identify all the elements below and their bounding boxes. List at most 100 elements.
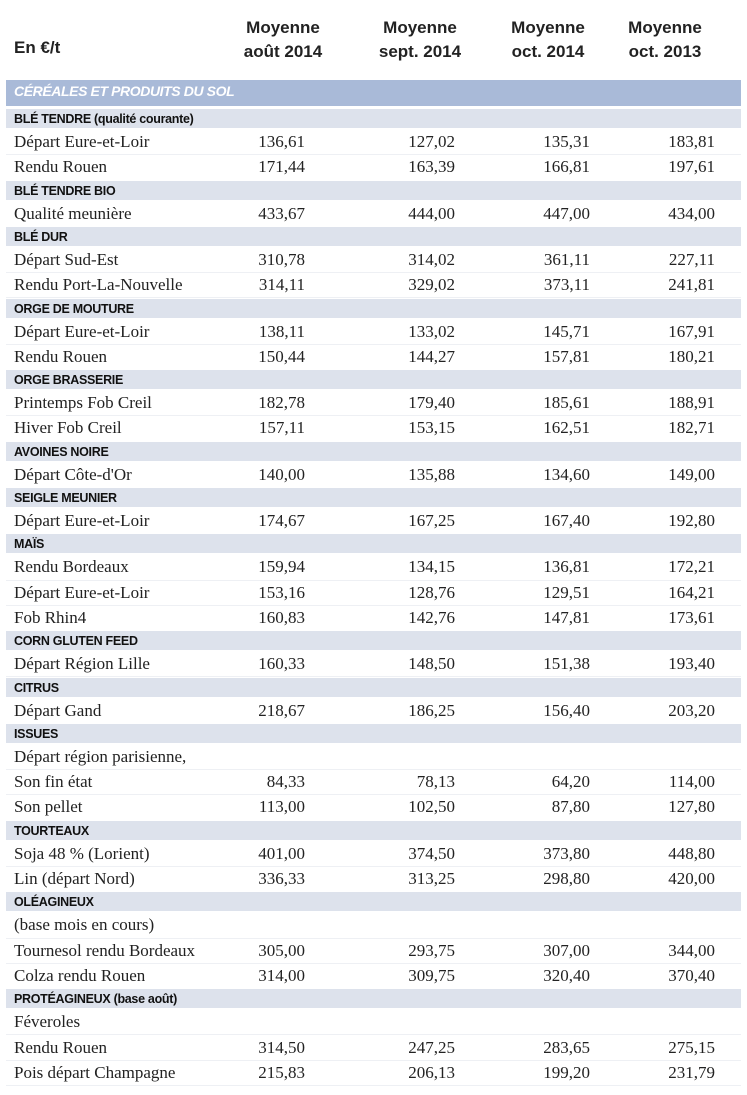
value-cell: 434,00 — [668, 203, 715, 223]
value-cell: 163,39 — [408, 157, 455, 177]
group-header: ORGE DE MOUTURE — [6, 297, 741, 318]
value-cell: 167,40 — [543, 511, 590, 530]
column-header: août 2014 — [243, 42, 323, 61]
row-line — [6, 769, 741, 796]
group-header: BLÉ TENDRE (qualité courante) — [6, 108, 741, 128]
group-header: ORGE BRASSERIE — [6, 369, 741, 390]
row-line — [6, 319, 741, 345]
value-cell: 150,44 — [258, 346, 305, 366]
row-label: Départ Eure-et-Loir — [14, 582, 150, 602]
value-cell: 160,33 — [258, 654, 305, 674]
row-label: Départ région parisienne, — [14, 746, 187, 766]
value-cell: 373,11 — [543, 275, 590, 295]
value-cell: 182,78 — [258, 393, 305, 413]
value-cell: 307,00 — [543, 940, 590, 960]
row-line — [6, 1035, 741, 1061]
value-cell: 156,40 — [543, 700, 590, 720]
value-cell: 227,11 — [668, 249, 715, 269]
group-header: SEIGLE MEUNIER — [6, 487, 741, 507]
row-label: Printemps Fob Creil — [14, 393, 152, 413]
row-label: Fob Rhin4 — [14, 607, 87, 627]
value-cell: 136,61 — [258, 132, 305, 151]
row-line — [6, 938, 741, 964]
value-cell: 87,80 — [551, 797, 590, 817]
value-cell: 174,67 — [258, 511, 305, 530]
row-label: Départ Eure-et-Loir — [14, 321, 150, 341]
group-header: CITRUS — [6, 676, 741, 697]
group-header: BLÉ TENDRE BIO — [6, 179, 741, 200]
column-header: oct. 2013 — [628, 42, 702, 61]
value-cell: 138,11 — [258, 321, 305, 341]
value-cell: 206,13 — [408, 1062, 455, 1082]
value-cell: 102,50 — [408, 797, 455, 817]
value-cell: 135,31 — [543, 132, 590, 151]
value-cell: 159,94 — [258, 557, 305, 577]
column-header: Moyenne — [511, 18, 585, 37]
group-header: TOURTEAUX — [6, 819, 741, 840]
value-cell: 114,00 — [668, 772, 715, 792]
value-cell: 218,67 — [258, 700, 305, 720]
value-cell: 183,81 — [668, 132, 715, 151]
value-cell: 444,00 — [408, 203, 455, 223]
value-cell: 153,16 — [258, 582, 305, 602]
value-cell: 84,33 — [266, 772, 305, 792]
value-cell: 448,80 — [668, 843, 715, 863]
row-label: Soja 48 % (Lorient) — [14, 843, 150, 863]
value-cell: 162,51 — [543, 418, 590, 438]
value-cell: 310,78 — [258, 249, 305, 269]
group-header: ISSUES — [6, 722, 741, 743]
value-cell: 64,20 — [551, 772, 590, 792]
value-cell: 173,61 — [668, 607, 715, 627]
value-cell: 193,40 — [668, 654, 715, 674]
value-cell: 179,40 — [408, 393, 455, 413]
value-cell: 144,27 — [408, 346, 455, 366]
value-cell: 180,21 — [668, 346, 715, 366]
row-line — [6, 554, 741, 581]
value-cell: 113,00 — [258, 797, 305, 817]
value-cell: 305,00 — [258, 940, 305, 960]
group-header: PROTÉAGINEUX (base août) — [6, 988, 741, 1009]
value-cell: 420,00 — [668, 869, 715, 888]
value-cell: 129,51 — [543, 582, 590, 602]
group-header: OLÉAGINEUX — [6, 891, 741, 912]
row-label: Qualité meunière — [14, 203, 132, 223]
value-cell: 135,88 — [408, 464, 455, 484]
row-label: Féveroles — [14, 1012, 81, 1032]
value-cell: 361,11 — [543, 249, 590, 269]
row-label: Rendu Rouen — [14, 157, 108, 177]
value-cell: 127,02 — [408, 132, 455, 151]
value-cell: 199,20 — [543, 1062, 590, 1082]
value-cell: 134,60 — [543, 464, 590, 484]
value-cell: 313,25 — [408, 869, 455, 888]
value-cell: 203,20 — [668, 700, 715, 720]
value-cell: 185,61 — [543, 393, 590, 413]
unit-label: En €/t — [14, 38, 61, 57]
value-cell: 157,81 — [543, 346, 590, 366]
value-cell: 320,40 — [543, 965, 590, 985]
value-cell: 344,00 — [668, 940, 715, 960]
column-header: Moyenne — [246, 18, 320, 37]
row-label: Colza rendu Rouen — [14, 965, 146, 985]
value-cell: 145,71 — [543, 321, 590, 341]
value-cell: 197,61 — [668, 157, 715, 177]
group-header: AVOINES NOIRE — [6, 440, 741, 461]
value-cell: 433,67 — [258, 203, 305, 223]
row-label: Pois départ Champagne — [14, 1062, 176, 1082]
row-label: Départ Eure-et-Loir — [14, 132, 150, 151]
value-cell: 293,75 — [408, 940, 455, 960]
row-line — [6, 1009, 741, 1036]
row-line — [6, 912, 741, 939]
value-cell: 149,00 — [668, 464, 715, 484]
value-cell: 142,76 — [408, 607, 455, 627]
value-cell: 447,00 — [543, 203, 590, 223]
value-cell: 241,81 — [668, 275, 715, 295]
value-cell: 164,21 — [668, 582, 715, 602]
group-header: CORN GLUTEN FEED — [6, 630, 741, 651]
value-cell: 128,76 — [408, 582, 455, 602]
value-cell: 374,50 — [408, 843, 455, 863]
row-line — [6, 247, 741, 274]
value-cell: 336,33 — [258, 869, 305, 888]
value-cell: 275,15 — [668, 1037, 715, 1057]
row-line — [6, 580, 741, 606]
